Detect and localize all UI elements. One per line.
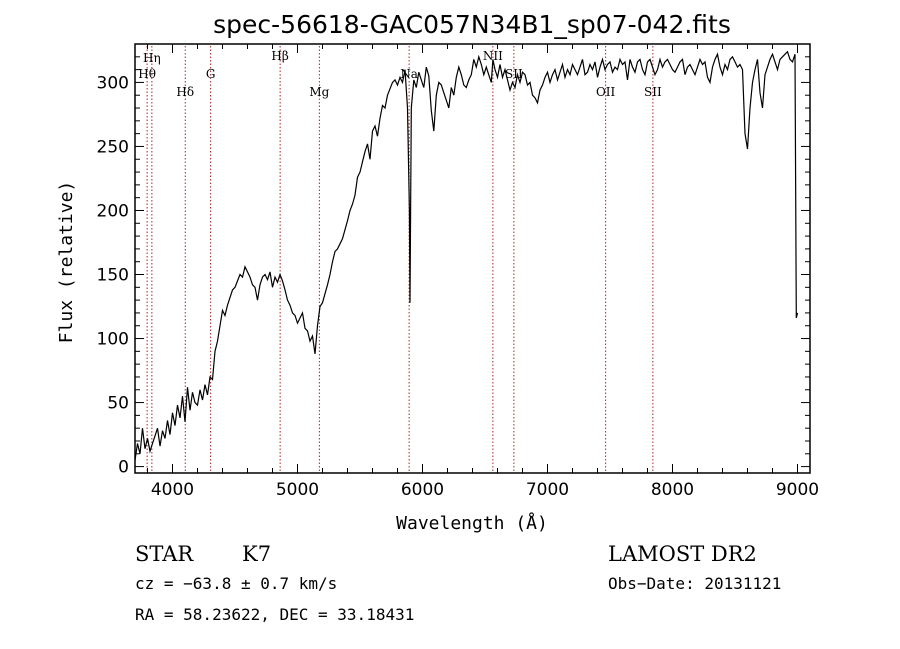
y-tick-label: 100 (97, 330, 129, 350)
x-tick-label: 5000 (276, 480, 319, 500)
y-tick-label: 300 (97, 73, 129, 93)
object-class: STAR (135, 542, 194, 566)
line-marker-label: OII (596, 85, 616, 99)
x-tick-label: 4000 (151, 480, 194, 500)
line-marker-label: Hθ (138, 67, 156, 81)
line-marker-label: Mg (309, 85, 329, 99)
y-tick-label: 200 (97, 201, 129, 221)
coordinates-text: RA = 58.23622, DEC = 33.18431 (135, 605, 414, 624)
line-marker-label: Hδ (176, 85, 194, 99)
velocity-text: cz = −63.8 ± 0.7 km/s (135, 574, 337, 593)
y-axis-title: Flux (relative) (56, 181, 77, 344)
y-tick-label: 250 (97, 137, 129, 157)
obs-date-text: Obs−Date: 20131121 (608, 574, 781, 593)
x-tick-label: 7000 (526, 480, 569, 500)
spectrum-line (134, 50, 799, 461)
y-tick-label: 150 (97, 266, 129, 286)
x-tick-label: 6000 (401, 480, 444, 500)
chart-title: spec-56618-GAC057N34B1_sp07-042.fits (213, 10, 731, 39)
line-marker-label: Hβ (271, 49, 288, 63)
line-marker-label: NII (483, 49, 503, 63)
line-marker-label: Hη (143, 51, 161, 65)
x-axis-title: Wavelength (Å) (396, 512, 548, 534)
survey-label: LAMOST DR2 (608, 542, 757, 566)
axis-ticks: 4000 5000 6000 7000 8000 9000 0 50 100 150 200 250 3… (97, 44, 819, 500)
y-tick-label: 50 (107, 394, 129, 414)
line-marker-label: SII (644, 85, 662, 99)
x-tick-label: 8000 (651, 480, 694, 500)
object-subclass: K7 (242, 542, 271, 566)
plot-frame (134, 43, 811, 474)
y-tick-label: 0 (118, 458, 129, 478)
line-marker-label: G (206, 67, 216, 81)
x-tick-label: 9000 (776, 480, 819, 500)
